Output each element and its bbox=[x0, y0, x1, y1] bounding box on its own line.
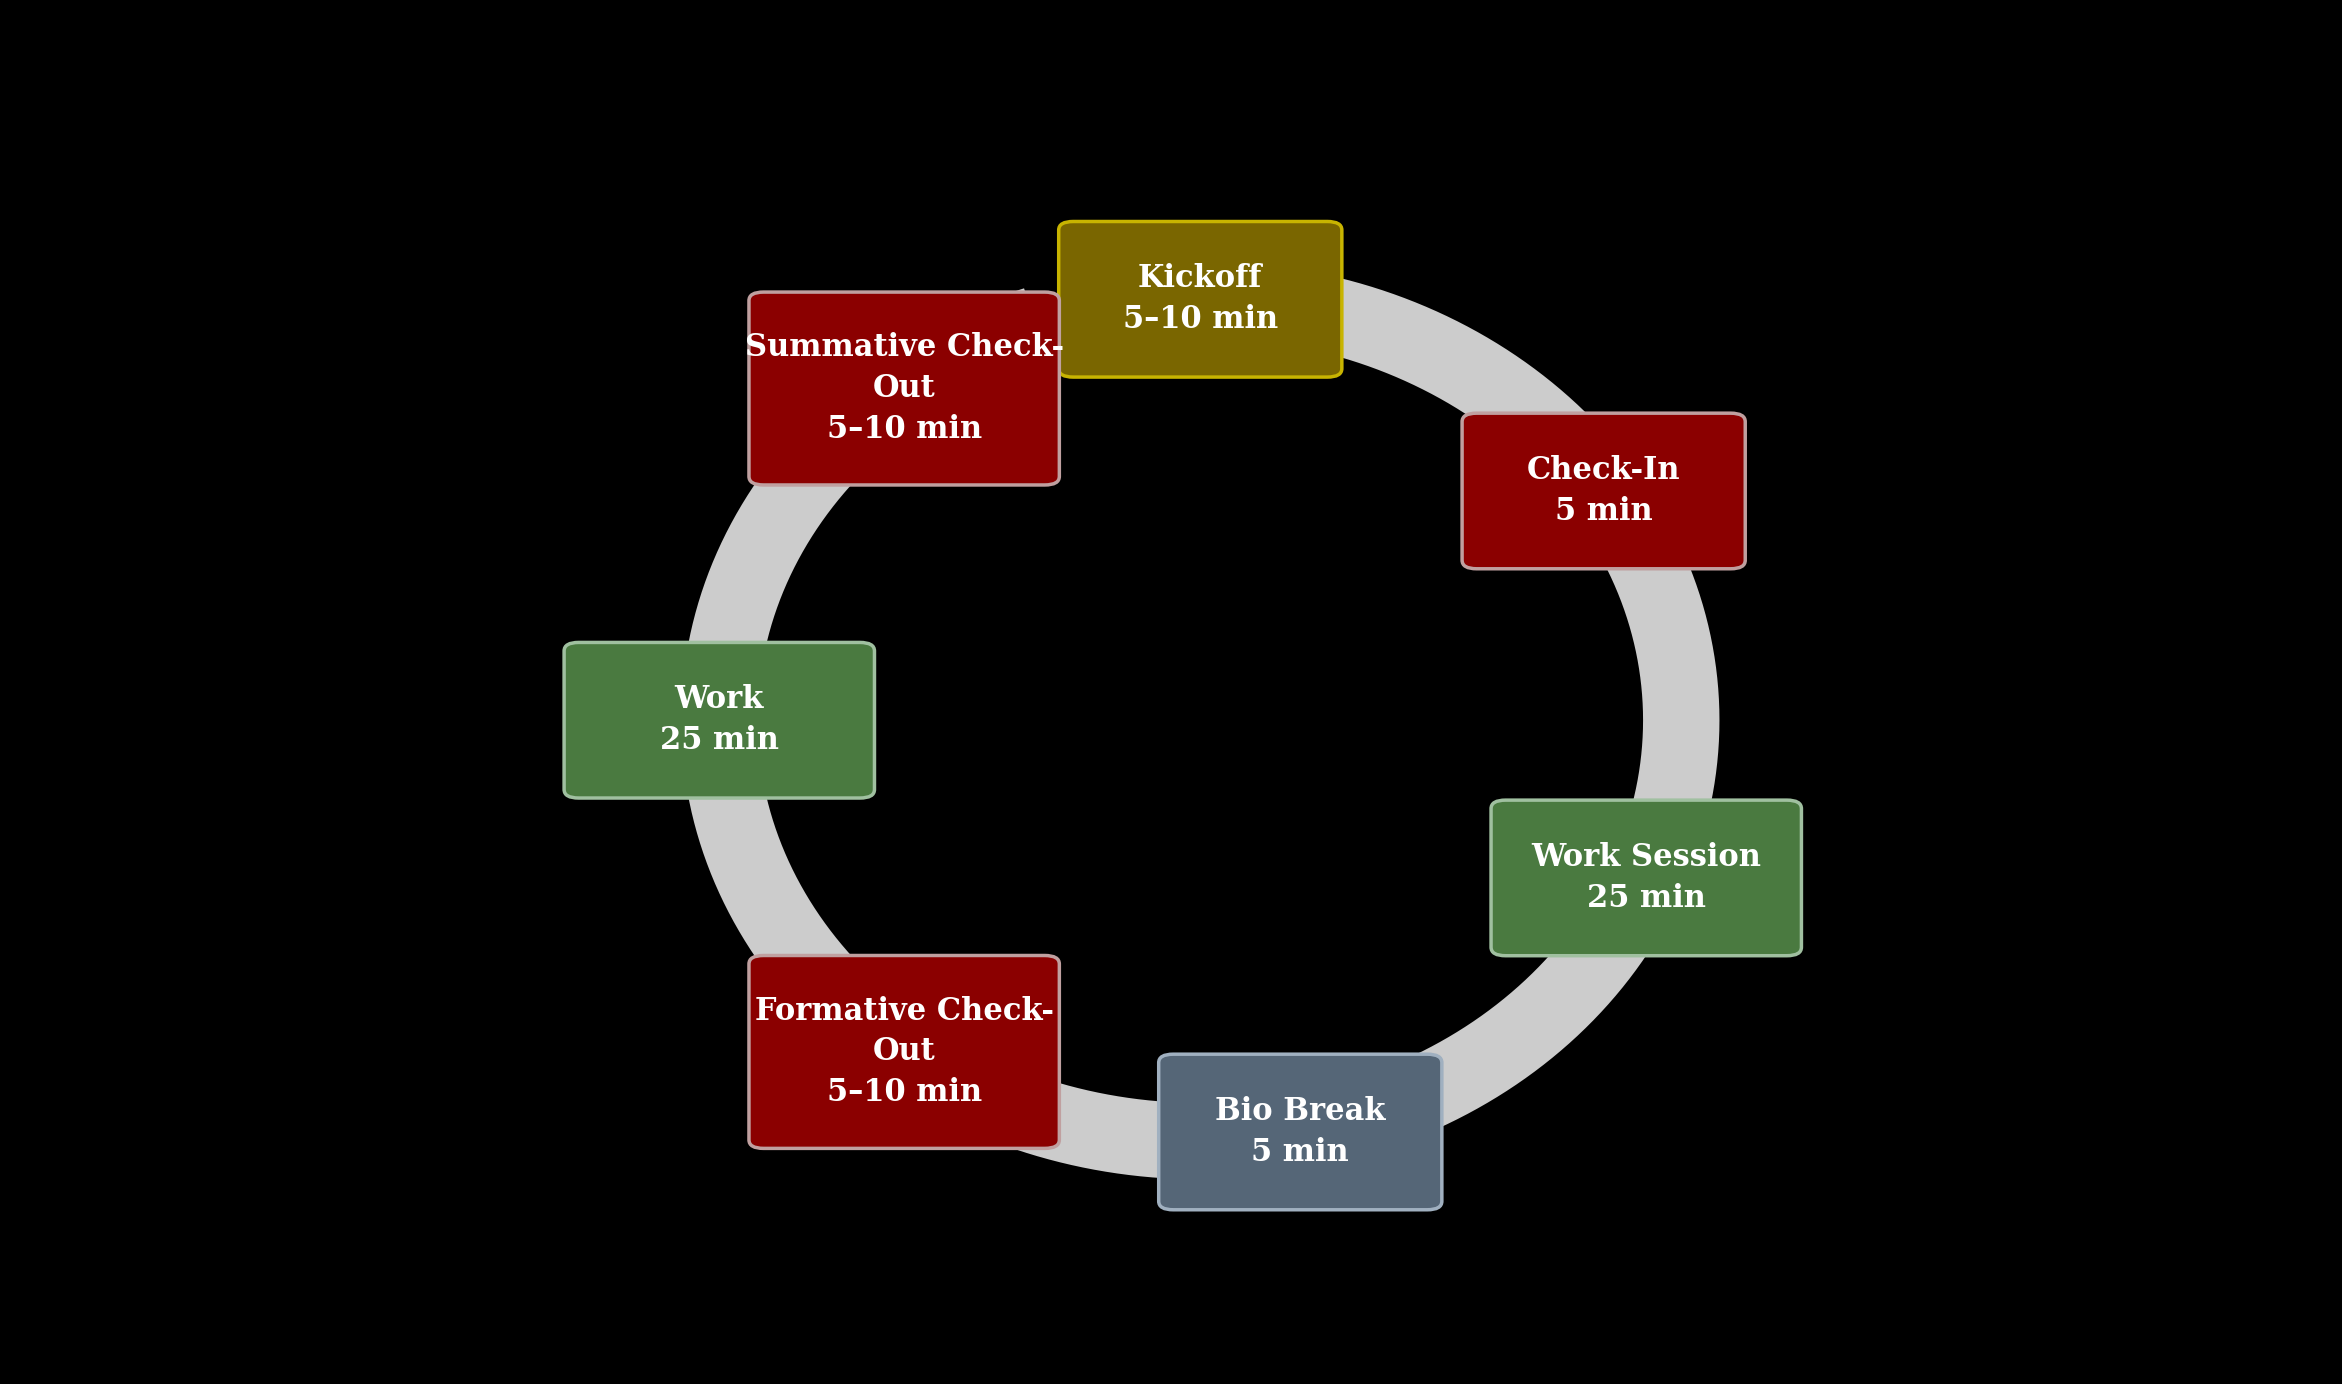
FancyBboxPatch shape bbox=[749, 292, 1059, 484]
FancyBboxPatch shape bbox=[749, 955, 1059, 1149]
Text: Bio Break
5 min: Bio Break 5 min bbox=[1215, 1096, 1386, 1168]
Text: Kickoff
5–10 min: Kickoff 5–10 min bbox=[1122, 263, 1279, 335]
FancyBboxPatch shape bbox=[1492, 800, 1801, 956]
Text: Formative Check-
Out
5–10 min: Formative Check- Out 5–10 min bbox=[754, 996, 1054, 1109]
FancyBboxPatch shape bbox=[1059, 221, 1342, 376]
Text: Check-In
5 min: Check-In 5 min bbox=[1527, 455, 1682, 527]
Text: Work
25 min: Work 25 min bbox=[660, 685, 780, 756]
FancyBboxPatch shape bbox=[1461, 414, 1745, 569]
FancyBboxPatch shape bbox=[564, 642, 874, 799]
Text: Summative Check-
Out
5–10 min: Summative Check- Out 5–10 min bbox=[745, 332, 1063, 444]
FancyBboxPatch shape bbox=[1159, 1055, 1443, 1210]
Text: Work Session
25 min: Work Session 25 min bbox=[1532, 841, 1761, 913]
